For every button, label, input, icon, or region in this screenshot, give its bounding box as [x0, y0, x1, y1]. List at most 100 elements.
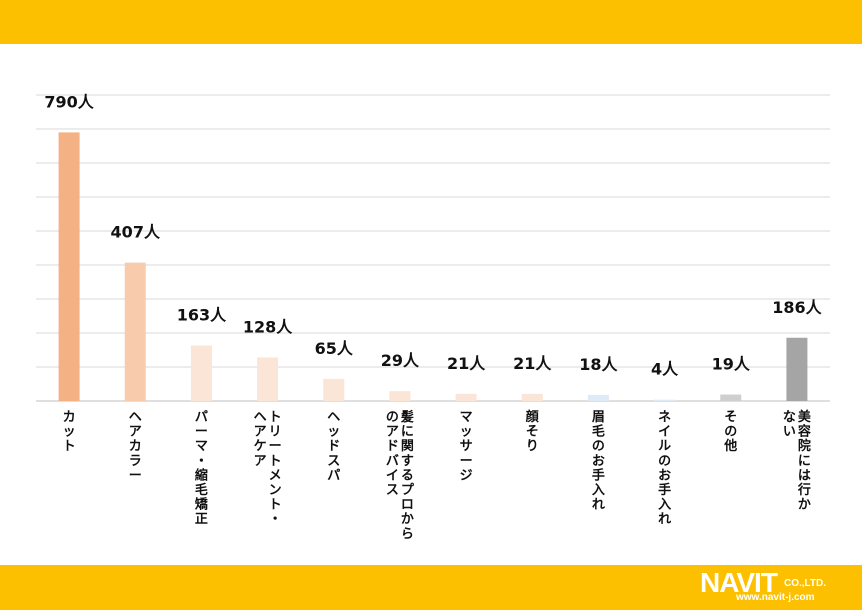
value-label: 65人	[315, 339, 354, 358]
value-label: 21人	[513, 354, 552, 373]
svg-text:ー: ー	[460, 454, 473, 469]
svg-text:る: る	[401, 468, 414, 483]
svg-text:の: の	[386, 410, 399, 425]
svg-text:ト: ト	[269, 454, 282, 469]
value-label: 128人	[243, 317, 293, 336]
value-label: 19人	[712, 355, 751, 374]
bar-chart: 790人カット407人ヘアカラー163人パーマ・縮毛矯正128人トリートメント・…	[36, 92, 830, 542]
svg-text:院: 院	[798, 438, 811, 454]
svg-text:矯: 矯	[195, 497, 208, 513]
bar	[654, 399, 676, 401]
svg-text:れ: れ	[592, 498, 605, 513]
bottom-banner	[0, 565, 862, 610]
svg-text:メ: メ	[269, 468, 282, 483]
svg-text:正: 正	[195, 512, 208, 527]
svg-text:他: 他	[723, 438, 737, 454]
svg-text:イ: イ	[386, 468, 399, 483]
svg-text:カ: カ	[129, 439, 142, 454]
svg-text:ラ: ラ	[129, 454, 142, 469]
svg-text:ら: ら	[401, 527, 414, 542]
value-label: 4人	[651, 360, 679, 379]
value-label: 21人	[447, 354, 486, 373]
value-label: 163人	[177, 306, 227, 325]
logo-text: NAVIT	[700, 567, 778, 598]
bar	[323, 378, 345, 401]
category-label: その他	[723, 410, 737, 454]
svg-text:ー: ー	[269, 439, 282, 454]
value-label: 790人	[44, 92, 94, 111]
value-label: 29人	[381, 351, 420, 370]
svg-text:美: 美	[798, 409, 812, 425]
svg-text:パ: パ	[327, 468, 340, 483]
svg-text:ド: ド	[327, 439, 340, 454]
bar	[124, 262, 146, 401]
value-label: 407人	[111, 223, 161, 242]
svg-text:ネ: ネ	[658, 410, 671, 425]
svg-text:ン: ン	[269, 483, 282, 498]
svg-text:ト: ト	[63, 439, 76, 454]
svg-text:ド: ド	[386, 439, 399, 454]
svg-text:行: 行	[797, 482, 811, 498]
svg-text:す: す	[401, 454, 414, 469]
svg-text:そ: そ	[724, 410, 737, 425]
svg-text:は: は	[798, 468, 811, 483]
bar	[58, 132, 80, 401]
svg-text:・: ・	[195, 454, 208, 469]
svg-text:ヘ: ヘ	[327, 410, 340, 425]
svg-text:ー: ー	[195, 425, 208, 440]
svg-text:サ: サ	[460, 439, 473, 454]
svg-text:ア: ア	[386, 425, 399, 440]
navit-logo: NAVIT CO.,LTD. www.navit-j.com	[700, 568, 848, 606]
svg-text:か: か	[798, 498, 811, 513]
svg-text:関: 関	[401, 439, 414, 454]
svg-text:ロ: ロ	[401, 498, 414, 513]
svg-text:・: ・	[269, 512, 282, 527]
svg-text:マ: マ	[460, 410, 473, 425]
svg-text:毛: 毛	[195, 482, 208, 498]
svg-text:入: 入	[658, 498, 671, 513]
svg-text:縮: 縮	[195, 467, 208, 483]
logo-url: www.navit-j.com	[736, 592, 815, 603]
svg-text:手: 手	[658, 482, 671, 498]
svg-text:ッ: ッ	[327, 425, 340, 440]
svg-text:ス: ス	[386, 483, 399, 498]
logo-company-suffix: CO.,LTD.	[784, 578, 827, 589]
svg-text:そ: そ	[526, 425, 539, 440]
svg-text:の: の	[724, 425, 737, 440]
value-label: 186人	[772, 298, 822, 317]
svg-text:バ: バ	[386, 454, 399, 469]
svg-text:お: お	[658, 468, 671, 483]
svg-text:手: 手	[592, 467, 605, 483]
svg-text:眉: 眉	[592, 410, 605, 425]
svg-text:ア: ア	[254, 454, 267, 469]
svg-text:ル: ル	[658, 439, 671, 454]
svg-text:ト: ト	[269, 498, 282, 513]
svg-text:に: に	[798, 454, 811, 469]
chart-area: 790人カット 407人ヘアカラー 163人パーマ・縮毛矯正 128人トリートメント・…	[0, 44, 862, 565]
svg-text:ヘ: ヘ	[129, 410, 142, 425]
bar	[587, 394, 609, 401]
svg-text:容: 容	[797, 424, 811, 440]
bar	[455, 393, 477, 401]
svg-text:い: い	[783, 425, 796, 440]
svg-text:ッ: ッ	[63, 425, 76, 440]
svg-text:な: な	[783, 410, 796, 425]
svg-text:ト: ト	[269, 410, 282, 425]
svg-text:リ: リ	[269, 425, 282, 440]
svg-text:か: か	[401, 512, 414, 527]
svg-text:の: の	[658, 454, 671, 469]
category-label: カット	[63, 410, 76, 454]
category-label: 顔そり	[525, 409, 540, 454]
svg-text:カ: カ	[63, 410, 76, 425]
svg-text:ア: ア	[254, 425, 267, 440]
svg-text:ス: ス	[327, 454, 340, 469]
